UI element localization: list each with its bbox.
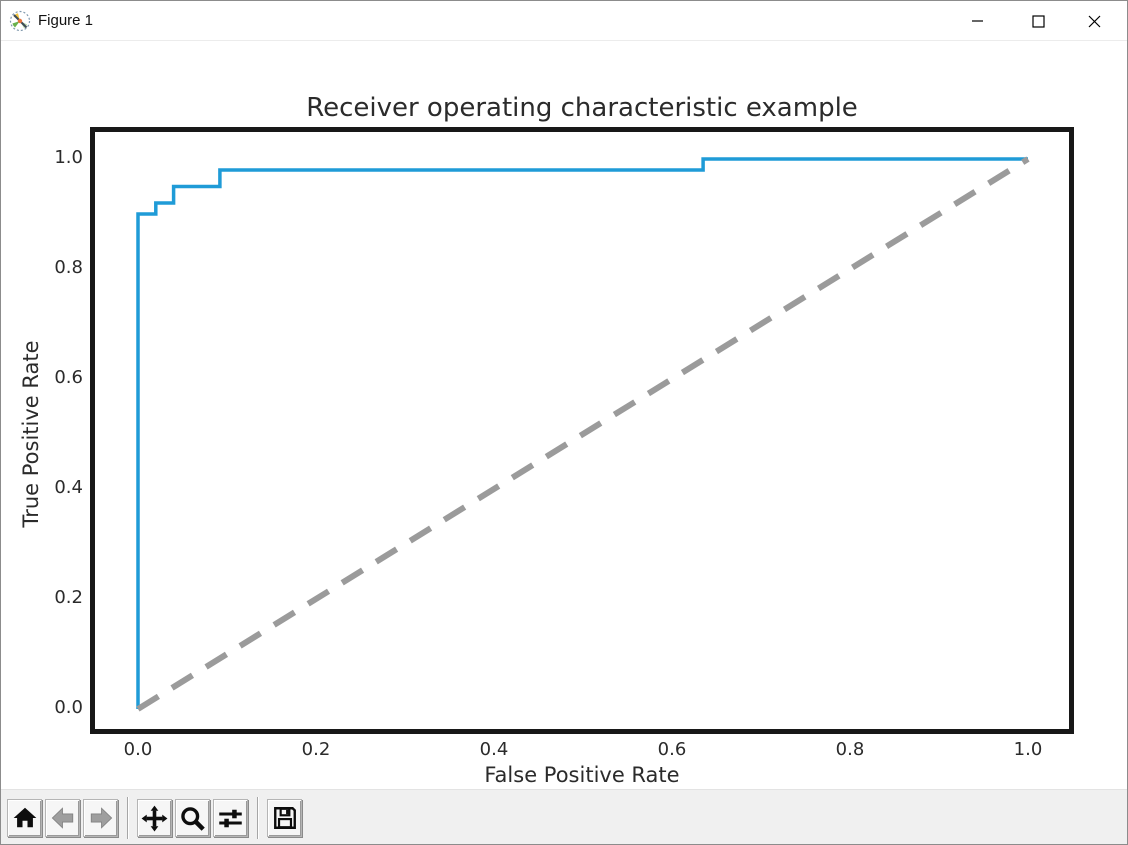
forward-button[interactable] <box>83 799 118 837</box>
subplots-sliders-icon <box>219 809 242 827</box>
home-button[interactable] <box>7 799 42 837</box>
y-tick-label: 0.4 <box>54 477 83 498</box>
y-tick-label: 1.0 <box>54 147 83 168</box>
y-axis-label: True Positive Rate <box>19 340 43 528</box>
toolbar-separator <box>257 797 258 839</box>
x-tick-label: 0.0 <box>123 739 153 760</box>
x-tick-label: 0.2 <box>301 739 331 760</box>
back-button[interactable] <box>45 799 80 837</box>
chance-diagonal <box>136 156 1030 712</box>
y-tick-label: 0.8 <box>54 257 83 278</box>
subplots-button[interactable] <box>213 799 248 837</box>
zoom-button[interactable] <box>175 799 210 837</box>
forward-arrow-icon <box>90 807 112 829</box>
title-bar: Figure 1 <box>1 1 1127 41</box>
y-tick-label: 0.2 <box>54 587 83 608</box>
home-icon <box>13 807 36 828</box>
chart-title: Receiver operating characteristic exampl… <box>306 93 858 123</box>
plot-svg <box>136 156 1030 712</box>
axes-frame <box>90 127 1074 734</box>
close-icon <box>1088 15 1100 27</box>
figure-canvas[interactable]: Receiver operating characteristic exampl… <box>1 41 1127 789</box>
toolbar-separator <box>127 797 128 839</box>
maximize-icon <box>1031 14 1045 28</box>
navigation-toolbar <box>1 789 1127 844</box>
roc-curve <box>136 157 1028 709</box>
minimize-icon <box>972 20 983 22</box>
x-tick-label: 0.6 <box>657 739 687 760</box>
save-button[interactable] <box>267 799 302 837</box>
x-axis-label: False Positive Rate <box>484 763 680 787</box>
x-tick-label: 0.4 <box>479 739 509 760</box>
maximize-button[interactable] <box>1015 1 1061 41</box>
pan-button[interactable] <box>137 799 172 837</box>
x-tick-label: 0.8 <box>835 739 865 760</box>
minimize-button[interactable] <box>955 1 1001 41</box>
zoom-icon <box>181 806 205 831</box>
save-icon <box>273 807 296 829</box>
window-title: Figure 1 <box>38 12 94 29</box>
x-tick-label: 1.0 <box>1013 739 1043 760</box>
back-arrow-icon <box>51 807 73 829</box>
pan-icon <box>141 805 168 831</box>
y-tick-label: 0.0 <box>54 697 83 718</box>
close-button[interactable] <box>1071 1 1117 41</box>
y-tick-label: 0.6 <box>54 367 83 388</box>
matplotlib-logo-icon <box>9 10 31 32</box>
